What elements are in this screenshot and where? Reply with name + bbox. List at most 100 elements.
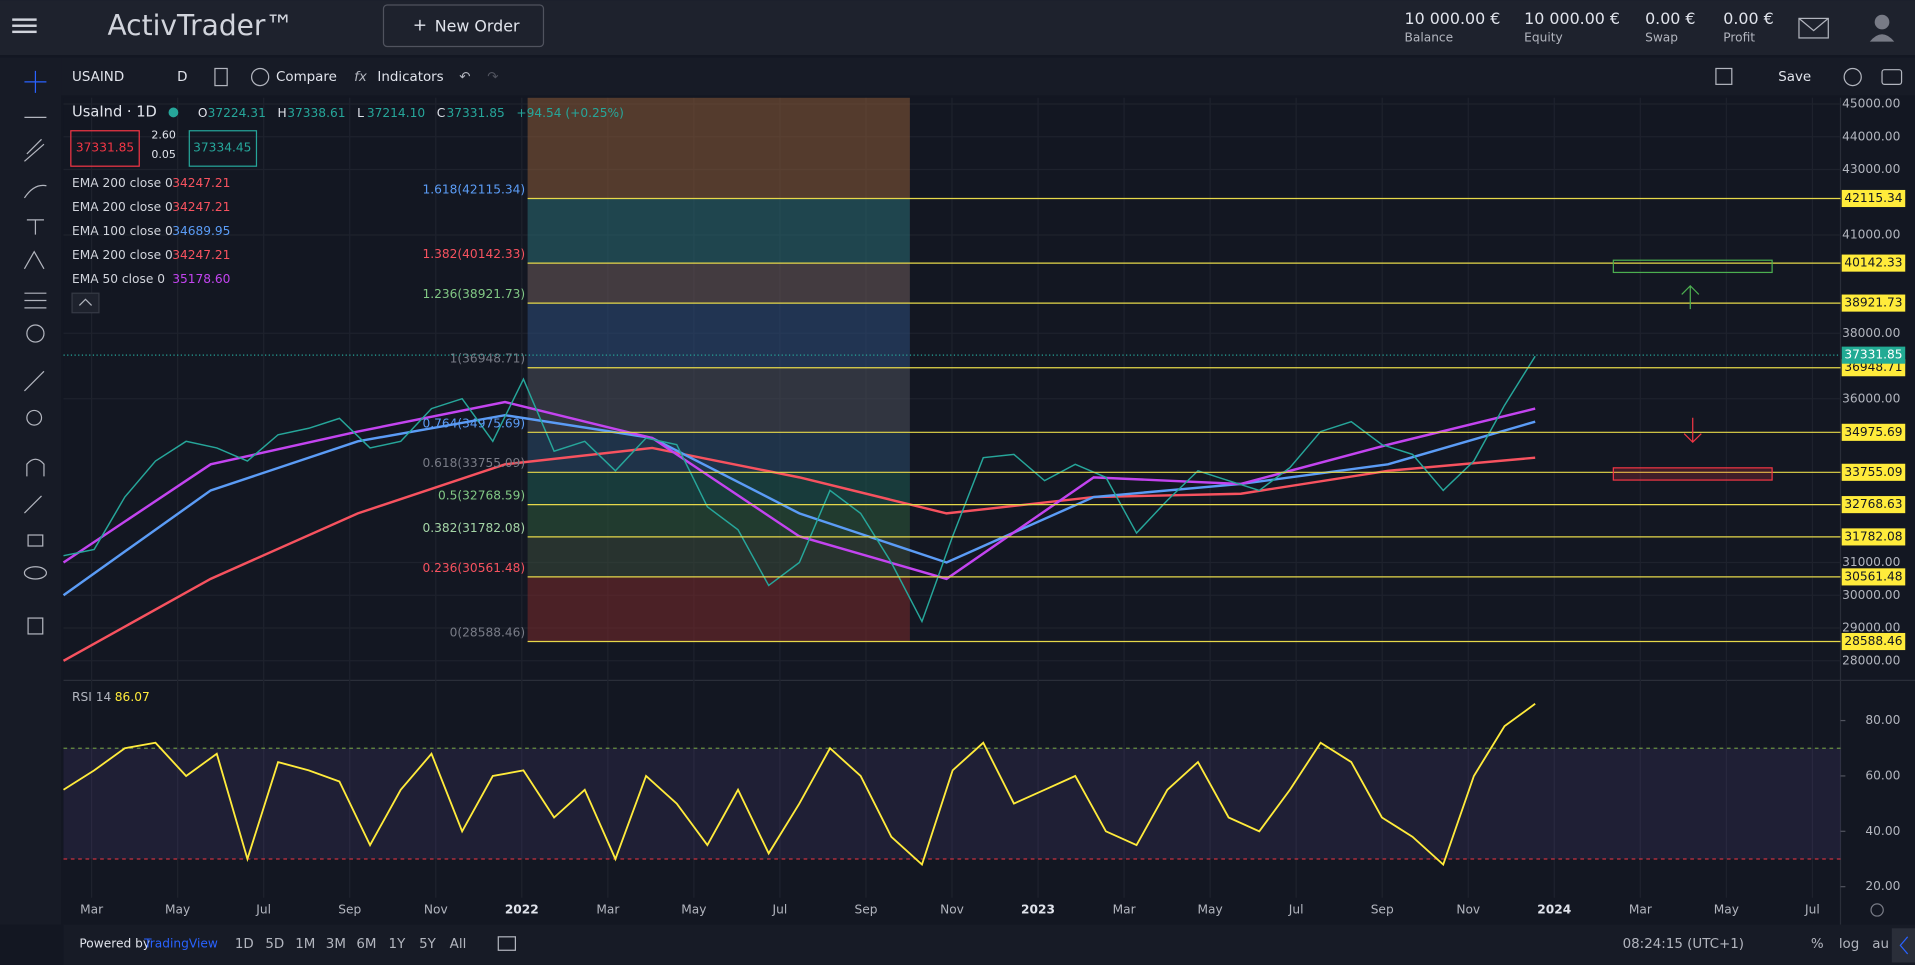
icon-tool[interactable] — [26, 324, 45, 343]
ohlc-value: 37331.85 — [447, 106, 505, 120]
range-button[interactable]: 1Y — [389, 937, 407, 952]
fib-band — [527, 472, 910, 505]
logo: ActivTrader™ — [107, 9, 293, 42]
range-button[interactable]: 6M — [356, 937, 376, 952]
clock: 08:24:15 (UTC+1) — [1623, 937, 1744, 952]
fib-price-label: 42115.34 — [1844, 191, 1902, 205]
time-label: 2024 — [1537, 902, 1571, 916]
stat-value: 0.00 € — [1723, 9, 1773, 28]
price-line — [63, 355, 1536, 624]
fib-price-label: 31782.08 — [1844, 529, 1902, 543]
snapshot-button[interactable] — [1881, 69, 1903, 85]
rsi-tick-label: 60.00 — [1865, 768, 1900, 782]
indicators-icon: fx — [354, 70, 368, 85]
drawing-toolbar — [0, 57, 62, 925]
time-label: 2023 — [1021, 902, 1055, 916]
fib-price-label: 28588.46 — [1844, 634, 1902, 648]
prediction-tool[interactable] — [24, 292, 47, 309]
range-button[interactable]: 5D — [265, 937, 284, 952]
compare-icon — [250, 67, 270, 87]
collapse-footer[interactable] — [1891, 928, 1915, 963]
rsi-line — [63, 703, 1536, 867]
auto-toggle[interactable]: au — [1872, 937, 1889, 952]
ohlc-label: L — [357, 106, 364, 120]
chart-layer: Mar May Jul Sep Nov 2022 Mar May Jul Sep Nov 2023 Ma… — [62, 97, 1906, 916]
indicator-value: 35178.60 — [172, 272, 230, 286]
range-button[interactable]: 1D — [235, 937, 254, 952]
time-label: Mar — [1629, 902, 1653, 916]
stat-label: Swap — [1645, 30, 1678, 44]
fib-band — [527, 97, 910, 199]
fib-price-box — [1841, 496, 1906, 514]
fib-price-box — [1841, 632, 1906, 651]
stat-value: 10 000.00 € — [1524, 9, 1620, 28]
compare-button[interactable]: Compare — [276, 70, 337, 85]
toolbar — [0, 57, 1915, 96]
avatar-body — [1869, 34, 1895, 42]
indicator-label: EMA 200 close 0 — [72, 200, 173, 214]
collapse-legend[interactable] — [71, 292, 100, 314]
magnet-tool[interactable] — [26, 458, 45, 477]
lock-draw-tool[interactable] — [23, 495, 42, 514]
settings-button[interactable] — [1843, 67, 1862, 87]
range-button[interactable]: 3M — [326, 937, 346, 952]
time-label: Mar — [1113, 902, 1137, 916]
visibility-tool[interactable] — [23, 566, 48, 580]
log-toggle[interactable]: log — [1839, 937, 1859, 952]
chart-type-button[interactable] — [214, 67, 228, 87]
mail-icon[interactable] — [1798, 17, 1829, 39]
interval[interactable]: D — [177, 70, 187, 85]
fib-price-label: 30561.48 — [1844, 569, 1902, 583]
save-button[interactable]: Save — [1778, 70, 1811, 85]
axis-settings[interactable] — [1870, 903, 1884, 917]
fib-band — [527, 576, 910, 642]
indicator-value: 34247.21 — [172, 200, 230, 214]
range-button[interactable]: 5Y — [419, 937, 437, 952]
avatar-head[interactable] — [1874, 14, 1890, 30]
ask-box[interactable] — [188, 130, 258, 167]
fib-band — [527, 432, 910, 473]
y-tick-label: 31000.00 — [1842, 555, 1900, 569]
brush-tool[interactable] — [23, 184, 47, 199]
symbol[interactable]: USAIND — [72, 70, 124, 85]
percent-toggle[interactable]: % — [1811, 937, 1824, 952]
date-range-button[interactable] — [497, 936, 516, 951]
spread: 2.60 — [151, 129, 175, 142]
last-price-box — [1841, 346, 1906, 364]
pattern-tool[interactable] — [23, 250, 45, 270]
zoom-tool[interactable] — [26, 409, 43, 426]
crosshair-tool[interactable] — [24, 70, 47, 93]
menu-button[interactable] — [12, 18, 37, 34]
stat-value: 10 000.00 € — [1404, 9, 1500, 28]
indicator-label: EMA 50 close 0 — [72, 272, 165, 286]
time-label: Jul — [772, 902, 788, 916]
fib-band — [527, 536, 910, 577]
range-button[interactable]: All — [450, 937, 467, 952]
new-order-button[interactable] — [382, 4, 545, 48]
indicators-button[interactable]: Indicators — [377, 70, 443, 85]
fib-price-box — [1841, 568, 1906, 586]
collapse-icon — [78, 298, 93, 306]
fib-price-label: 38921.73 — [1844, 296, 1902, 310]
channel-tool[interactable] — [24, 138, 45, 162]
time-label: May — [681, 902, 706, 916]
fib-price-box — [1841, 294, 1906, 312]
fib-label: 1.236(38921.73) — [422, 287, 525, 301]
ruler-tool[interactable] — [23, 370, 45, 392]
collapse-footer-icon — [1899, 936, 1909, 955]
text-tool[interactable] — [26, 219, 44, 235]
trash-tool[interactable] — [27, 617, 44, 635]
indicator-label: EMA 200 close 0 — [72, 176, 173, 190]
indicator-value: 34689.95 — [172, 224, 230, 238]
bid-box[interactable] — [70, 130, 140, 167]
redo-button[interactable]: ↷ — [487, 70, 499, 85]
stop-box — [1612, 467, 1773, 481]
down-arrow — [1683, 417, 1702, 444]
fullscreen-button[interactable] — [1715, 67, 1733, 85]
fib-price-box — [1841, 463, 1906, 481]
range-button[interactable]: 1M — [295, 937, 315, 952]
lock-tool[interactable] — [27, 534, 44, 547]
stat-label: Profit — [1723, 30, 1755, 44]
tradingview-link[interactable]: TradingView — [143, 937, 218, 951]
undo-button[interactable]: ↶ — [459, 70, 470, 85]
